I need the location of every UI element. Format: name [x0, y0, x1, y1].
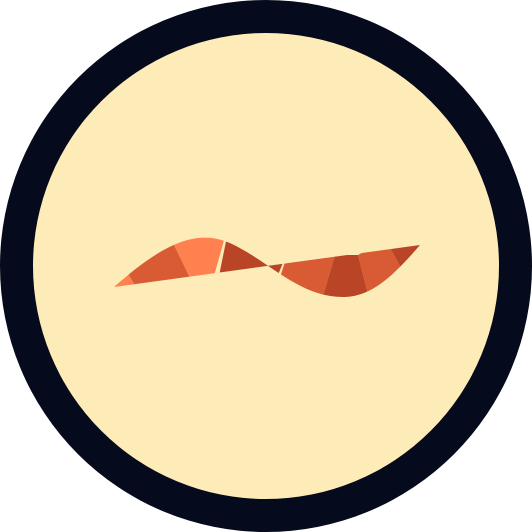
worm-segment-5: [310, 255, 380, 298]
worm-segment-2: [158, 237, 232, 290]
